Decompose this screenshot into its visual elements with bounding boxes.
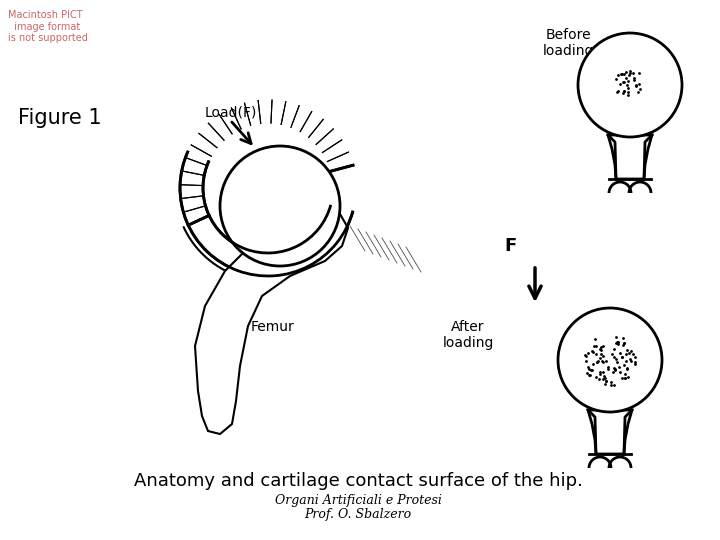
Text: Anatomy and cartilage contact surface of the hip.: Anatomy and cartilage contact surface of… (134, 472, 582, 490)
Text: Macintosh PICT
  image format
is not supported: Macintosh PICT image format is not suppo… (8, 10, 88, 43)
Polygon shape (588, 410, 632, 454)
Circle shape (220, 146, 340, 266)
Circle shape (558, 308, 662, 412)
Text: Prof. O. Sbalzero: Prof. O. Sbalzero (305, 508, 412, 521)
Text: F: F (504, 237, 516, 255)
Text: Before
loading: Before loading (542, 28, 594, 58)
Polygon shape (608, 135, 652, 179)
Circle shape (578, 33, 682, 137)
Polygon shape (195, 208, 348, 434)
Text: Organi Artificiali e Protesi: Organi Artificiali e Protesi (274, 494, 441, 507)
Text: Load(F): Load(F) (205, 105, 257, 119)
Text: After
loading: After loading (442, 320, 494, 350)
Text: Figure 1: Figure 1 (18, 108, 102, 128)
Text: Femur: Femur (250, 320, 294, 334)
